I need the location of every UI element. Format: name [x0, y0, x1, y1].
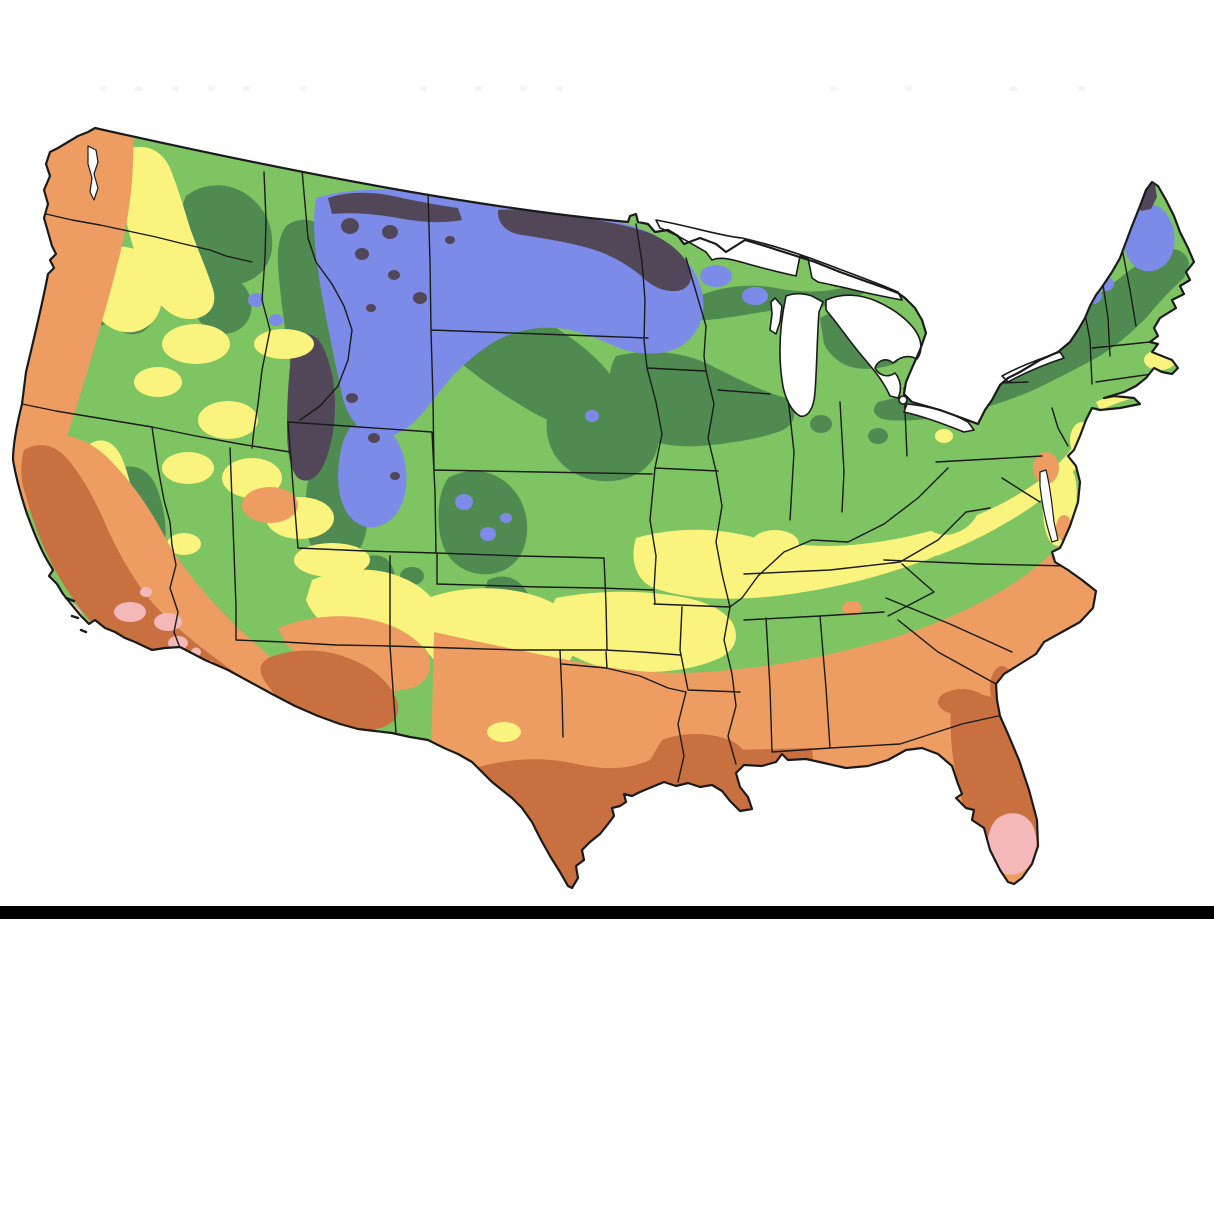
zone-fill-layers — [13, 128, 1194, 888]
cropped-top-artifacts — [0, 86, 1214, 96]
lake-superior — [655, 219, 903, 301]
lake-st-clair — [898, 395, 908, 405]
zone-7-accent-regions — [487, 722, 521, 742]
us-outline — [11, 126, 1196, 890]
puget-sound — [87, 145, 99, 201]
zone-6-accent-regions — [916, 462, 982, 573]
zone-legend: ZONES: 3 4 5 6 7 8 9 — [0, 940, 1214, 1090]
separator-bar — [0, 906, 1214, 919]
green-bay — [769, 297, 783, 335]
lake-ontario — [1001, 351, 1065, 383]
chesapeake-bay — [1039, 469, 1059, 543]
lake-michigan — [779, 292, 824, 417]
great-lakes — [87, 145, 1065, 543]
lake-huron — [825, 294, 922, 399]
